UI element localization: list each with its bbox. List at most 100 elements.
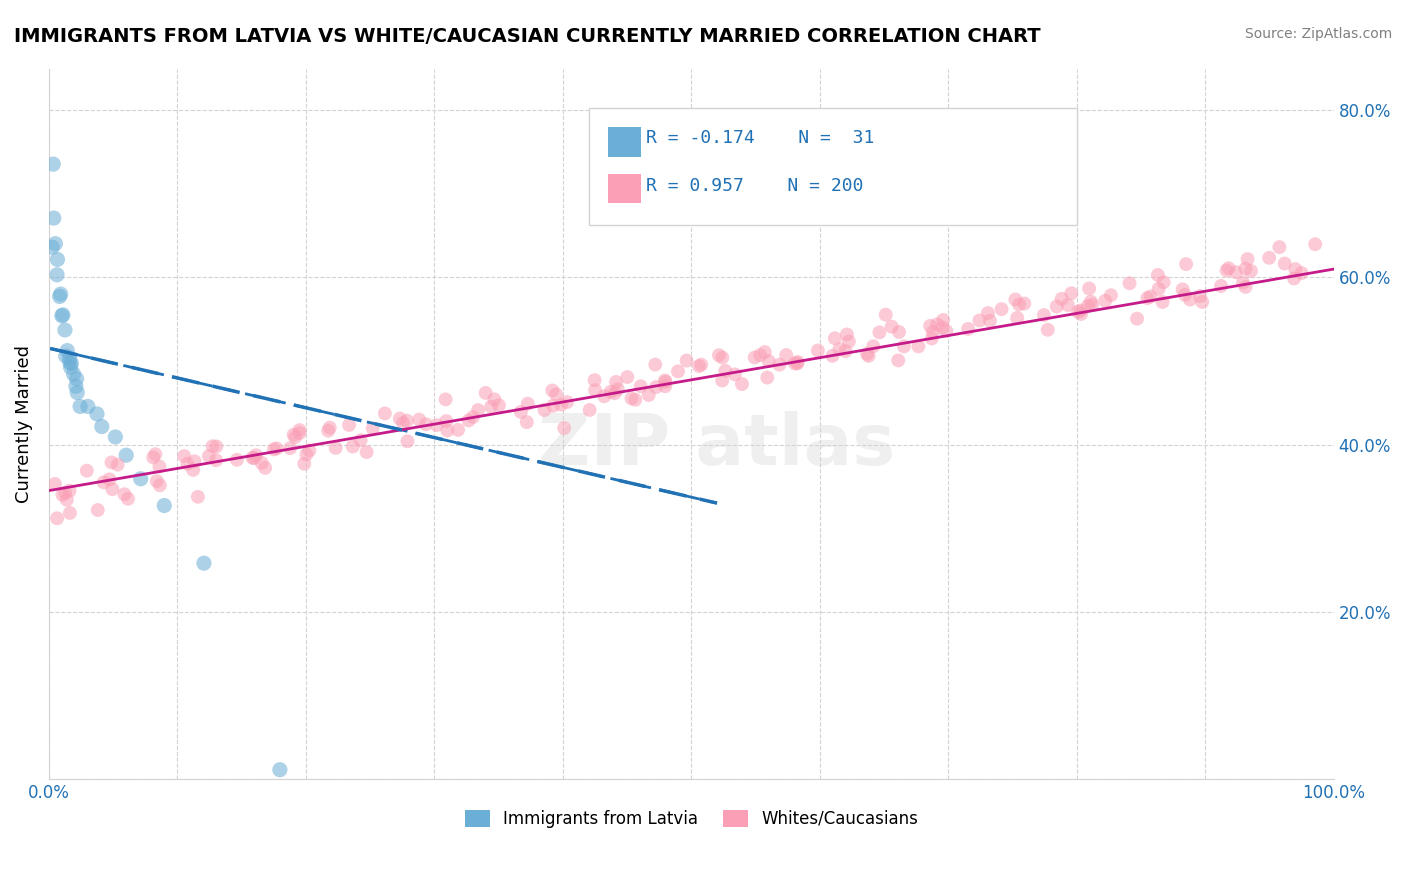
Point	[768, 358, 790, 372]
Point	[644, 358, 666, 372]
Point	[245, 448, 267, 462]
Point	[59, 360, 82, 375]
Point	[856, 347, 879, 361]
Point	[142, 450, 165, 465]
Point	[605, 375, 627, 389]
Point	[1175, 257, 1198, 271]
Point	[1078, 281, 1101, 295]
Point	[868, 326, 890, 340]
Point	[1171, 282, 1194, 296]
Point	[1067, 305, 1090, 319]
Point	[887, 325, 910, 339]
Point	[835, 327, 858, 342]
Point	[283, 427, 305, 442]
Point	[46, 268, 69, 282]
Point	[711, 374, 734, 388]
Point	[288, 423, 311, 437]
Point	[1236, 252, 1258, 266]
Point	[1004, 293, 1026, 307]
Point	[198, 449, 221, 463]
Point	[645, 380, 668, 394]
Text: ZIP atlas: ZIP atlas	[538, 410, 896, 480]
Point	[205, 453, 228, 467]
Point	[1050, 292, 1073, 306]
Point	[786, 356, 808, 370]
Point	[616, 370, 638, 384]
Point	[620, 392, 643, 406]
Point	[146, 474, 169, 488]
Point	[546, 387, 568, 401]
Point	[630, 379, 652, 393]
Point	[1126, 311, 1149, 326]
Point	[183, 454, 205, 468]
Point	[479, 400, 502, 414]
Point	[350, 433, 373, 447]
Point	[56, 343, 79, 358]
Y-axis label: Currently Married: Currently Married	[15, 344, 32, 503]
Point	[266, 442, 288, 456]
Point	[48, 289, 70, 303]
Point	[1225, 265, 1247, 279]
Point	[243, 451, 266, 466]
Point	[117, 491, 139, 506]
Point	[1232, 276, 1254, 290]
Point	[724, 368, 747, 382]
Point	[593, 389, 616, 403]
Point	[53, 323, 76, 337]
Text: R = 0.957    N = 200: R = 0.957 N = 200	[647, 177, 863, 194]
FancyBboxPatch shape	[589, 108, 1077, 225]
Point	[436, 424, 458, 438]
Point	[875, 308, 897, 322]
Point	[55, 349, 77, 363]
Point	[42, 211, 65, 225]
Point	[1291, 266, 1313, 280]
Point	[226, 452, 249, 467]
Point	[749, 348, 772, 362]
Point	[52, 308, 75, 322]
Point	[690, 358, 713, 372]
Point	[1234, 261, 1257, 276]
Point	[1218, 261, 1240, 276]
Point	[319, 420, 342, 434]
Text: R = -0.174    N =  31: R = -0.174 N = 31	[647, 129, 875, 147]
Point	[1174, 288, 1197, 302]
Point	[606, 382, 628, 396]
Point	[76, 464, 98, 478]
Point	[114, 487, 136, 501]
Point	[65, 379, 87, 393]
Point	[44, 477, 66, 491]
Point	[907, 339, 929, 353]
Point	[1188, 289, 1211, 303]
Point	[42, 157, 65, 171]
Point	[555, 395, 578, 409]
Legend: Immigrants from Latvia, Whites/Caucasians: Immigrants from Latvia, Whites/Caucasian…	[458, 803, 925, 835]
Point	[69, 400, 91, 414]
Point	[887, 353, 910, 368]
Point	[193, 556, 215, 570]
Point	[129, 472, 152, 486]
Point	[205, 440, 228, 454]
Point	[426, 418, 449, 433]
Point	[758, 354, 780, 368]
Point	[1077, 299, 1099, 313]
Point	[41, 240, 63, 254]
Point	[1036, 323, 1059, 337]
Point	[1284, 262, 1306, 277]
Point	[1070, 303, 1092, 318]
Point	[783, 356, 806, 370]
Point	[59, 506, 82, 520]
Point	[93, 475, 115, 490]
Point	[931, 320, 953, 334]
Point	[104, 430, 127, 444]
Point	[148, 459, 170, 474]
Point	[969, 313, 991, 327]
Point	[447, 423, 470, 437]
Point	[467, 403, 489, 417]
Point	[98, 472, 121, 486]
Point	[862, 339, 884, 353]
Point	[44, 236, 66, 251]
Point	[957, 322, 980, 336]
Point	[1014, 296, 1036, 310]
Point	[143, 447, 166, 461]
Point	[1081, 298, 1104, 312]
